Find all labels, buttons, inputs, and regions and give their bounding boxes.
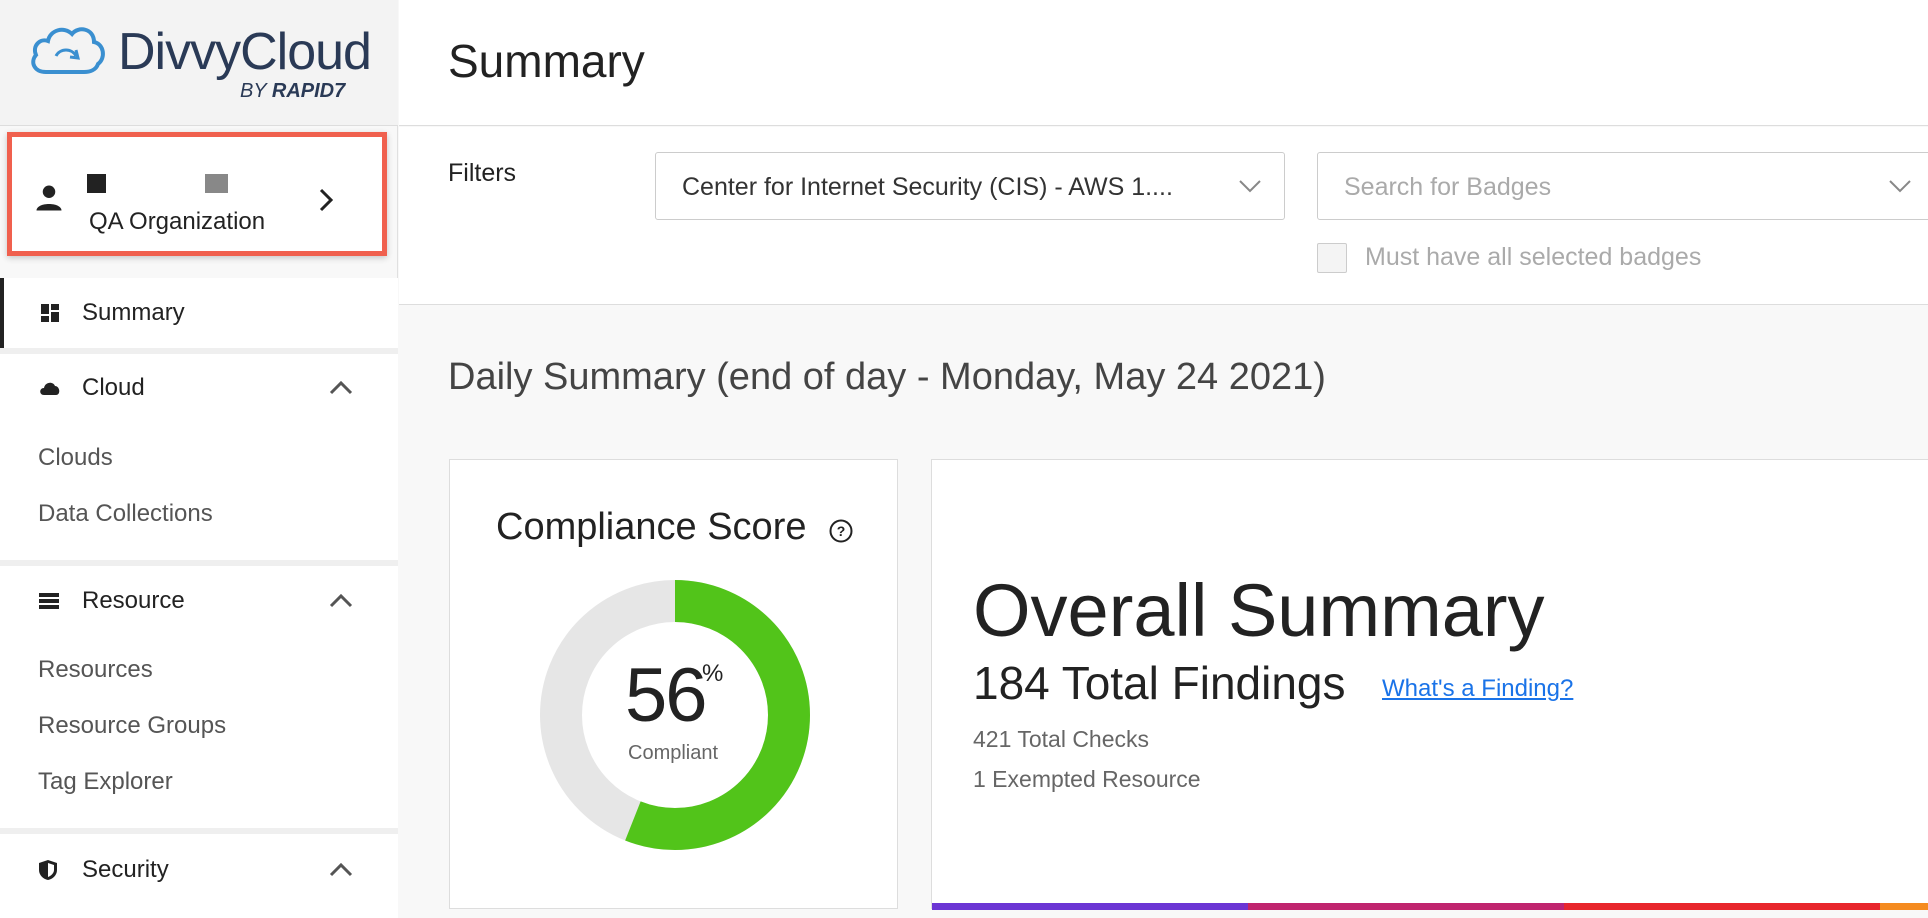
redacted-block xyxy=(87,174,106,193)
dashboard-icon xyxy=(41,304,59,322)
cloud-icon xyxy=(40,382,60,395)
list-icon xyxy=(39,593,59,609)
badge-search-placeholder: Search for Badges xyxy=(1344,173,1552,201)
compliance-percent: 56 xyxy=(625,653,708,738)
chevron-up-icon xyxy=(329,380,353,395)
divider xyxy=(0,828,398,834)
overall-summary-card: Overall Summary 184 Total Findings What'… xyxy=(931,459,1928,910)
help-icon[interactable]: ? xyxy=(828,518,854,544)
compliance-score-card: Compliance Score ? 56 % Compliant xyxy=(449,459,898,909)
severity-bar-segment xyxy=(1880,903,1928,910)
sidebar-item-label: Security xyxy=(82,856,169,883)
sidebar-item-resources[interactable]: Resources xyxy=(38,656,153,683)
exempted-resources: 1 Exempted Resource xyxy=(973,766,1201,792)
compliance-pack-select[interactable]: Center for Internet Security (CIS) - AWS… xyxy=(655,152,1285,220)
chevron-down-icon xyxy=(1889,180,1911,193)
chevron-right-icon xyxy=(319,188,334,212)
security-section xyxy=(0,834,398,918)
badge-search-input[interactable]: Search for Badges xyxy=(1317,152,1928,220)
page-title: Summary xyxy=(448,35,645,87)
must-have-all-checkbox[interactable] xyxy=(1317,243,1347,273)
brand-by: BY xyxy=(240,80,267,102)
total-checks: 421 Total Checks xyxy=(973,726,1150,752)
sidebar-item-resource-groups[interactable]: Resource Groups xyxy=(38,712,227,739)
sidebar-item-label: Summary xyxy=(82,299,185,326)
person-icon xyxy=(36,185,62,211)
resource-section xyxy=(0,566,398,828)
organization-switcher[interactable]: QA Organization xyxy=(7,132,387,256)
sidebar: DivvyCloud BY RAPID7 QA Organization Sum… xyxy=(0,0,398,918)
sidebar-item-tag-explorer[interactable]: Tag Explorer xyxy=(38,768,173,795)
shield-icon xyxy=(39,860,57,880)
sidebar-item-resource[interactable]: Resource xyxy=(0,571,398,631)
sidebar-item-label: Resource xyxy=(82,587,185,614)
overall-summary-title: Overall Summary xyxy=(973,569,1545,652)
compliance-donut xyxy=(540,580,810,850)
sidebar-item-cloud[interactable]: Cloud xyxy=(0,358,398,418)
chevron-up-icon xyxy=(329,593,353,608)
filters-label: Filters xyxy=(448,159,517,187)
compliance-pack-value: Center for Internet Security (CIS) - AWS… xyxy=(682,173,1173,201)
brand-byline: BY RAPID7 xyxy=(240,80,345,103)
divider xyxy=(0,348,398,354)
donut-progress xyxy=(540,580,810,850)
must-have-all-label: Must have all selected badges xyxy=(1365,243,1702,271)
organization-name: QA Organization xyxy=(89,208,266,235)
chevron-down-icon xyxy=(1239,180,1261,193)
divider xyxy=(0,560,398,566)
sidebar-item-security[interactable]: Security xyxy=(0,840,398,900)
filters-bar: Filters Center for Internet Security (CI… xyxy=(399,127,1928,305)
severity-bar-segment xyxy=(932,903,1248,910)
whats-a-finding-link[interactable]: What's a Finding? xyxy=(1382,675,1574,702)
page-header: Summary xyxy=(399,0,1928,126)
compliance-score-title: Compliance Score xyxy=(496,506,807,548)
total-findings: 184 Total Findings xyxy=(973,657,1346,709)
brand-partner: RAPID7 xyxy=(271,80,346,102)
logo-area: DivvyCloud BY RAPID7 xyxy=(0,0,398,126)
svg-text:?: ? xyxy=(837,523,846,539)
sidebar-item-data-collections[interactable]: Data Collections xyxy=(38,500,213,527)
sidebar-item-clouds[interactable]: Clouds xyxy=(38,444,113,471)
compliance-label: Compliant xyxy=(628,742,719,764)
daily-summary-title: Daily Summary (end of day - Monday, May … xyxy=(448,356,1326,398)
severity-bar-segment xyxy=(1248,903,1564,910)
sidebar-item-summary[interactable]: Summary xyxy=(0,278,398,348)
severity-bar-segment xyxy=(1564,903,1880,910)
cloud-section xyxy=(0,354,398,560)
sidebar-item-label: Cloud xyxy=(82,374,145,401)
brand-name: DivvyCloud xyxy=(118,23,372,81)
divvycloud-logo-icon xyxy=(31,27,105,74)
percent-sign: % xyxy=(702,660,724,687)
chevron-up-icon xyxy=(329,862,353,877)
redacted-block xyxy=(205,174,228,193)
